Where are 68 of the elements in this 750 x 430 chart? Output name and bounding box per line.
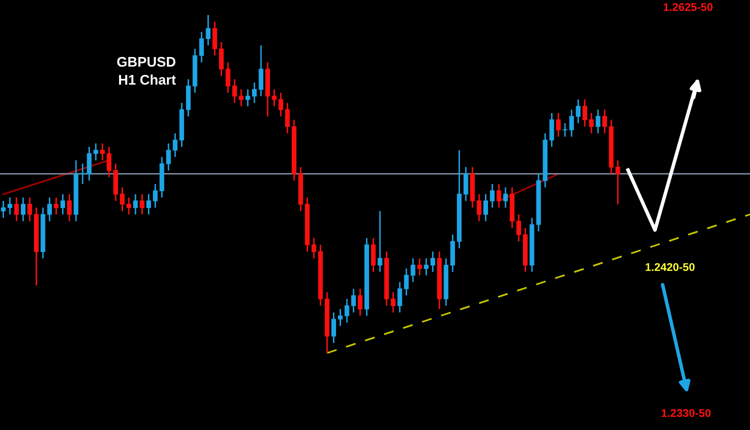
candlestick: [450, 234, 455, 273]
candlestick: [351, 288, 356, 314]
candlestick: [278, 92, 284, 118]
candlestick: [232, 78, 237, 104]
candlestick: [562, 122, 568, 138]
candlestick: [212, 21, 218, 56]
candlestick: [430, 250, 436, 273]
candlestick: [258, 44, 264, 97]
candlestick: [245, 88, 250, 107]
candlestick: [602, 108, 607, 134]
candlestick: [344, 298, 350, 324]
candlestick: [226, 62, 230, 94]
candlestick: [424, 258, 429, 276]
candlestick: [146, 193, 152, 216]
candlestick: [331, 312, 336, 344]
candlestick: [80, 163, 85, 185]
candlestick: [20, 196, 26, 222]
text: GBPUSD H1 Chart: [117, 56, 176, 85]
candlestick: [54, 196, 58, 216]
candlestick: [397, 281, 402, 314]
candlestick: [272, 88, 277, 107]
candlestick: [206, 14, 210, 46]
candlestick: [8, 196, 12, 216]
candlestick: [60, 193, 66, 216]
candlestick: [113, 163, 118, 202]
candlestick: [172, 132, 178, 158]
candlestick: [556, 112, 561, 138]
candlestick: [516, 214, 522, 242]
candlestick: [483, 193, 488, 222]
candlestick: [417, 258, 422, 276]
candlestick: [252, 82, 257, 104]
candlestick: [126, 196, 132, 216]
candlestick: [549, 112, 554, 148]
candlestick: [589, 112, 594, 134]
candlestick: [378, 210, 382, 273]
candlestick: [464, 166, 468, 202]
candlestick: [238, 88, 244, 107]
candlestick: [166, 142, 171, 172]
candlestick: [496, 183, 502, 208]
text: 1.2625-50: [664, 3, 713, 11]
candlestick: [616, 160, 620, 205]
candlestick: [576, 98, 581, 124]
candlestick: [120, 186, 125, 212]
candlestick: [582, 98, 588, 128]
candlestick: [569, 108, 574, 138]
candlestick: [93, 142, 98, 162]
candlestick: [410, 258, 416, 283]
candlestick: [152, 183, 158, 208]
candlestick: [14, 196, 19, 222]
candlestick: [133, 193, 138, 216]
candlestick: [86, 146, 92, 182]
candlestick: [358, 288, 362, 317]
candlestick: [312, 237, 316, 260]
candlestick: [186, 78, 191, 118]
text: 1.2330-50: [662, 409, 711, 417]
annotation: 1.2420-50: [646, 263, 695, 271]
candlestick: [390, 291, 396, 314]
candlestick: [490, 183, 495, 208]
candlestick: [219, 41, 224, 77]
candlestick: [140, 193, 144, 216]
candlestick: [404, 268, 409, 296]
candlestick: [503, 186, 508, 208]
candlestick: [27, 196, 32, 222]
candlestick: [371, 237, 376, 273]
candlestick: [596, 108, 600, 134]
candlestick: [0, 200, 6, 218]
candlestick: [67, 193, 72, 222]
candlestick: [338, 308, 343, 327]
